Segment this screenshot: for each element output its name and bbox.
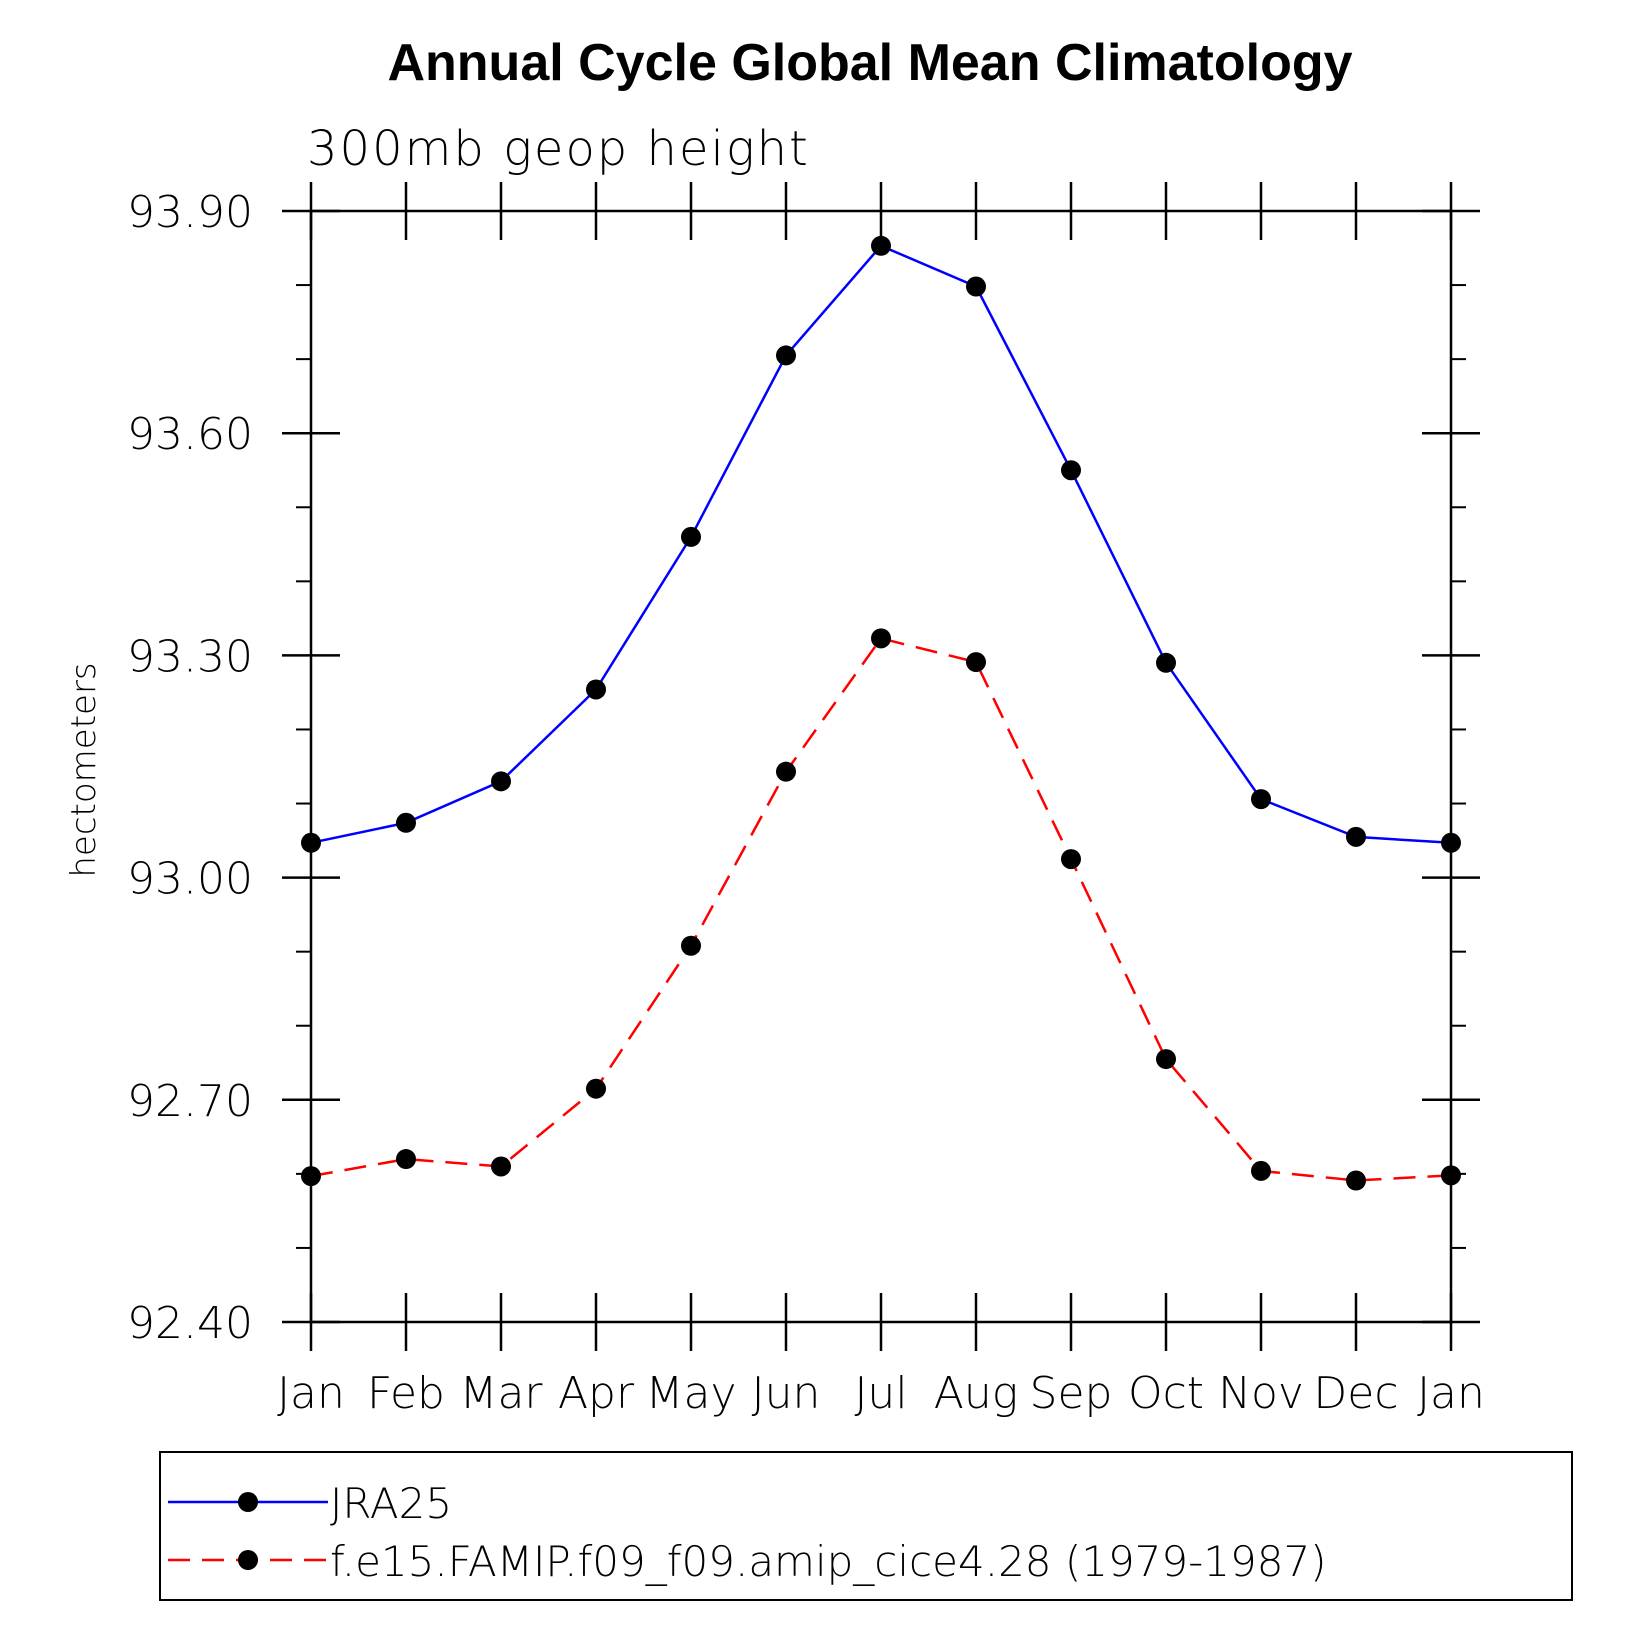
y-tick-label: 93.90: [127, 187, 253, 238]
data-point: [871, 628, 891, 649]
chart-subtitle: 300mb geop height: [307, 121, 810, 177]
legend-label-2: f.e15.FAMIP.f09_f09.amip_cice4.28 (1979-…: [330, 1537, 1327, 1586]
data-point: [681, 935, 701, 956]
x-tick-label: Jan: [277, 1368, 345, 1419]
data-point: [776, 761, 796, 782]
axes: 93.90 93.60 93.30 93.00 92.70 92.40 Jan Feb Mar A…: [127, 182, 1485, 1419]
data-point: [1156, 1049, 1176, 1070]
data-point: [1251, 1160, 1271, 1181]
x-tick-label: Nov: [1218, 1368, 1304, 1419]
data-point: [586, 1078, 606, 1099]
y-tick-label: 93.60: [127, 409, 253, 460]
data-point: [1441, 1165, 1461, 1186]
data-point: [776, 345, 796, 366]
y-tick-label: 93.00: [127, 854, 253, 905]
series-line-2: [310, 636, 1452, 1182]
data-point: [1346, 826, 1366, 847]
x-tick-label: Mar: [459, 1368, 543, 1419]
data-point: [1061, 460, 1081, 481]
data-point: [1251, 789, 1271, 810]
data-point: [396, 812, 416, 833]
data-point: [301, 1166, 321, 1187]
y-tick-label: 93.30: [127, 631, 253, 682]
x-tick-label: May: [646, 1368, 737, 1419]
data-point: [1156, 652, 1176, 673]
data-point: [396, 1149, 416, 1170]
plot-frame: [309, 209, 1453, 1324]
data-point: [1441, 832, 1461, 853]
data-point: [301, 832, 321, 853]
legend-marker: [238, 1550, 258, 1570]
legend-box: [159, 1451, 1573, 1601]
x-tick-label: Jul: [854, 1368, 907, 1419]
data-point: [966, 276, 986, 297]
x-tick-label: Dec: [1313, 1368, 1398, 1419]
data-point: [681, 526, 701, 547]
x-tick-label: Apr: [558, 1368, 635, 1419]
y-axis-label: hectometers: [64, 662, 104, 877]
x-tick-label: Feb: [367, 1368, 445, 1419]
data-point: [491, 771, 511, 792]
series-layer: [301, 235, 1461, 1191]
legend-marker: [238, 1492, 258, 1512]
x-tick-label: Jan: [1417, 1368, 1485, 1419]
data-point: [871, 235, 891, 256]
legend: JRA25 f.e15.FAMIP.f09_f09.amip_cice4.28 (…: [168, 1479, 1327, 1586]
data-point: [1061, 849, 1081, 870]
data-point: [491, 1156, 511, 1177]
x-tick-label: Aug: [934, 1368, 1018, 1419]
data-point: [1346, 1170, 1366, 1191]
y-tick-label: 92.40: [127, 1298, 253, 1349]
x-tick-label: Oct: [1128, 1368, 1204, 1419]
chart-title: Annual Cycle Global Mean Climatology: [387, 34, 1352, 92]
data-point: [966, 652, 986, 673]
series-line-1: [310, 244, 1452, 845]
legend-label-1: JRA25: [330, 1479, 452, 1528]
x-tick-label: Jun: [752, 1368, 821, 1419]
data-point: [586, 679, 606, 700]
x-tick-label: Sep: [1030, 1368, 1113, 1419]
y-tick-label: 92.70: [127, 1076, 253, 1127]
